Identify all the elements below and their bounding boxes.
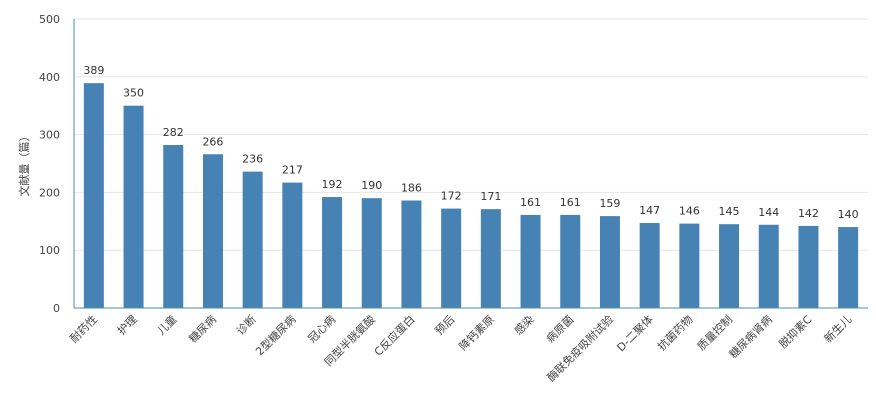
bar (202, 154, 223, 308)
data-label: 140 (838, 208, 859, 221)
bar (282, 182, 303, 308)
x-category-label: 新生儿 (821, 312, 854, 345)
x-category-label: 脱抑素C (776, 312, 815, 351)
bar (83, 83, 104, 309)
x-category-label: 2型糖尿病 (253, 312, 299, 358)
bar (679, 223, 700, 308)
x-category-label: 预后 (433, 313, 458, 338)
x-category-label: 儿童 (154, 312, 179, 337)
bars (83, 83, 859, 309)
y-axis-ticks: 0 100 200 300 400 500 (39, 13, 60, 315)
x-category-label: 冠心病 (305, 312, 338, 345)
y-tick-label: 500 (39, 13, 60, 26)
y-tick-label: 0 (53, 302, 60, 315)
bar (639, 223, 660, 308)
bar (838, 227, 859, 308)
bar (361, 198, 382, 308)
x-category-label: 诊断 (233, 312, 258, 337)
data-label: 236 (242, 153, 263, 166)
data-label: 146 (679, 205, 700, 218)
bar (798, 225, 819, 308)
bar (441, 208, 462, 308)
bar (322, 197, 343, 308)
x-category-label: 酶联免疫吸附试验 (544, 312, 616, 384)
bar (520, 214, 541, 308)
data-label: 282 (163, 126, 184, 139)
bar (163, 145, 184, 308)
y-tick-label: 300 (39, 129, 60, 142)
data-label: 171 (480, 190, 501, 203)
y-tick-label: 400 (39, 71, 60, 84)
grid-lines (74, 18, 868, 251)
x-category-label: D-二聚体 (614, 312, 656, 354)
y-axis-title: 文献量（篇） (17, 131, 31, 197)
data-label: 389 (83, 64, 104, 77)
data-label: 161 (520, 196, 541, 209)
bar (719, 224, 740, 308)
bar (401, 200, 422, 308)
data-label: 186 (401, 181, 422, 194)
x-category-label: 糖尿病 (186, 312, 219, 345)
data-label: 172 (441, 190, 462, 203)
x-category-label: 病原菌 (543, 312, 576, 345)
x-category-label: 耐药性 (67, 312, 100, 345)
data-label: 147 (639, 204, 660, 217)
bar (123, 105, 144, 308)
bar (758, 224, 779, 308)
bar (599, 216, 620, 308)
x-category-label: 护理 (114, 312, 139, 337)
data-label: 190 (361, 179, 382, 192)
data-label: 350 (123, 87, 144, 100)
x-category-label: C反应蛋白 (371, 312, 417, 358)
data-label: 145 (719, 205, 740, 218)
bar (480, 209, 501, 308)
y-tick-label: 100 (39, 244, 60, 257)
x-category-label: 糖尿病肾病 (726, 312, 775, 361)
data-label: 217 (282, 164, 303, 177)
bar (560, 214, 581, 308)
y-tick-label: 200 (39, 186, 60, 199)
data-label: 159 (599, 197, 620, 210)
bar (242, 171, 263, 308)
data-label: 266 (202, 135, 223, 148)
data-label: 161 (560, 196, 581, 209)
data-label: 144 (758, 206, 779, 219)
x-category-label: 抗菌药物 (654, 312, 695, 353)
x-category-label: 降钙素原 (456, 312, 497, 353)
data-labels: 389 350 282 266 236 217 192 190 186 172 171 161 161 1… (83, 64, 858, 221)
x-axis-category-labels: 耐药性 护理 儿童 糖尿病 诊断2型糖尿病 冠心病同型半胱氨酸C反应蛋白 预后 降钙素原 感染病… (67, 312, 855, 384)
data-label: 192 (322, 178, 343, 191)
x-category-label: 质量控制 (694, 312, 735, 353)
x-category-label: 感染 (511, 312, 536, 337)
data-label: 142 (798, 207, 819, 220)
